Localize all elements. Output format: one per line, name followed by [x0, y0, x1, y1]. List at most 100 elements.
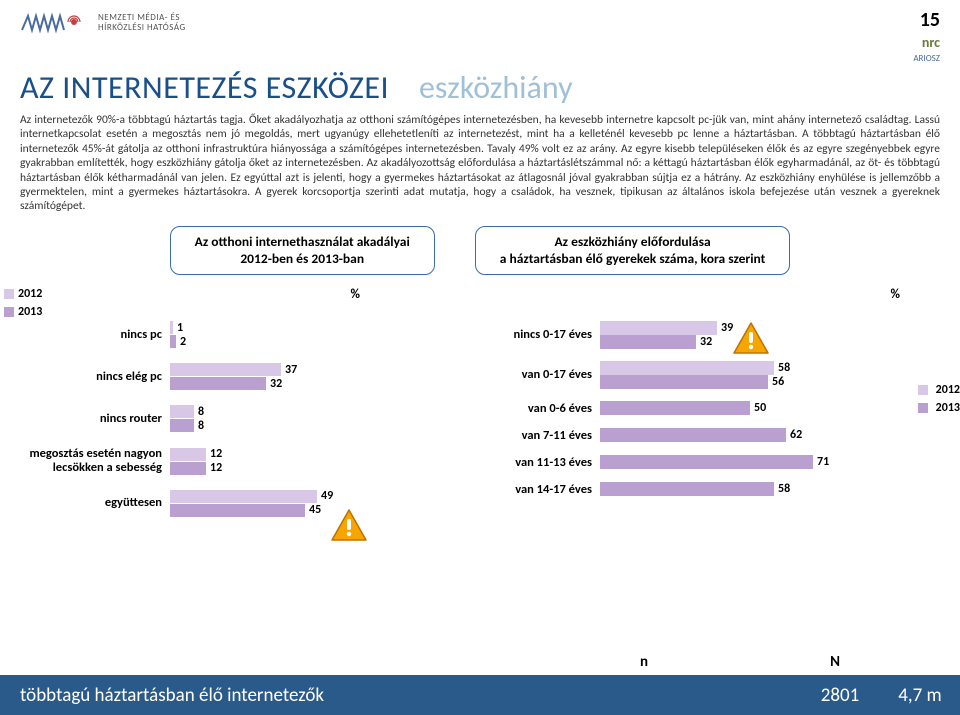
- footer-label: többtagú háztartásban élő internetezők: [20, 684, 800, 707]
- bar-2012: [170, 490, 317, 503]
- warning-icon: [330, 508, 368, 547]
- legend-2012-label: 2012: [18, 287, 42, 301]
- bar-2013: [600, 482, 774, 496]
- bar-value: 1: [177, 321, 183, 335]
- bars-right: nincs 0-17 éves3932van 0-17 éves5856van …: [500, 321, 920, 497]
- legend-2013-label: 2013: [18, 305, 42, 319]
- legend-swatch-2012-r: [918, 385, 928, 395]
- bar-label: megosztás esetén nagyon lecsökken a sebe…: [20, 447, 170, 476]
- bar-value: 12: [210, 447, 222, 461]
- bar-2013: [170, 377, 266, 390]
- bar-pair: 12: [170, 321, 186, 349]
- header: NEMZETI MÉDIA- ÉS HÍRKÖZLÉSI HATÓSÁG 15 …: [20, 8, 940, 64]
- bar-2013: [170, 419, 194, 432]
- intro-paragraph: Az internetezők 90%-a többtagú háztartás…: [20, 113, 940, 214]
- bar-row: van 14-17 éves 58: [500, 482, 920, 497]
- bar-label: van 0-6 éves: [500, 401, 600, 416]
- legend-swatch-2013-r: [918, 403, 928, 413]
- bar-value: 71: [817, 455, 829, 469]
- bar-value: 45: [309, 503, 321, 517]
- nmhh-logo-icon: [20, 8, 90, 38]
- bar-value: 12: [210, 461, 222, 475]
- bar-row: van 7-11 éves 62: [500, 428, 920, 443]
- charts-row: 2012 2013 % nincs pc12nincs elég pc3732n…: [20, 293, 940, 532]
- logo-right: nrc ARIOSZ: [913, 34, 940, 64]
- bar-value: 49: [321, 489, 333, 503]
- bar-row: nincs 0-17 éves3932: [500, 321, 920, 349]
- bars-left: nincs pc12nincs elég pc3732nincs router8…: [20, 321, 440, 518]
- bar-value: 56: [772, 375, 784, 389]
- bar-pair: 58: [600, 482, 790, 496]
- bar-label: nincs router: [20, 412, 170, 426]
- bar-2013: [170, 462, 206, 475]
- bar-row: van 0-17 éves5856: [500, 361, 920, 389]
- title-row: AZ INTERNETEZÉS ESZKÖZEI eszközhiány: [20, 68, 940, 107]
- box-left: Az otthoni internethasználat akadályai 2…: [170, 226, 435, 275]
- title-main: AZ INTERNETEZÉS ESZKÖZEI: [20, 68, 389, 107]
- legend-2012-label-r: 2012: [936, 383, 960, 397]
- footer-N-value: 4,7 m: [880, 684, 960, 707]
- nrc-logo: nrc: [922, 34, 940, 51]
- bar-row: van 0-6 éves 50: [500, 401, 920, 416]
- bar-2012: [600, 361, 774, 375]
- bar-row: nincs elég pc3732: [20, 363, 440, 391]
- box-left-line1: Az otthoni internethasználat akadályai: [195, 233, 410, 251]
- bar-2013: [600, 375, 768, 389]
- bar-pair: 88: [170, 405, 204, 433]
- bar-value: 58: [778, 482, 790, 496]
- legend-2013-label-r: 2013: [936, 401, 960, 415]
- bar-row: nincs pc12: [20, 321, 440, 349]
- bar-pair: 71: [600, 455, 829, 469]
- bar-label: nincs pc: [20, 328, 170, 342]
- bar-pair: 3732: [170, 363, 297, 391]
- bar-value: 8: [198, 405, 204, 419]
- bar-value: 62: [790, 428, 802, 442]
- footer-n-header: n N: [640, 653, 840, 671]
- bar-value: 2: [180, 335, 186, 349]
- box-right-line2: a háztartásban élő gyerekek száma, kora …: [500, 250, 766, 268]
- footer-n-value: 2801: [800, 684, 880, 707]
- legend-right: 2012 2013: [918, 383, 960, 419]
- bar-2012: [170, 321, 173, 334]
- ariosz-logo: ARIOSZ: [913, 53, 940, 64]
- box-left-line2: 2012-ben és 2013-ban: [195, 250, 410, 268]
- bar-value: 58: [778, 361, 790, 375]
- bar-label: együttesen: [20, 496, 170, 510]
- bar-pair: 50: [600, 401, 766, 415]
- n-header: n: [640, 653, 648, 671]
- chart-left: 2012 2013 % nincs pc12nincs elég pc3732n…: [20, 293, 440, 532]
- bar-2013: [600, 428, 786, 442]
- bar-value: 32: [270, 377, 282, 391]
- bar-label: van 14-17 éves: [500, 482, 600, 497]
- bar-row: van 11-13 éves 71: [500, 455, 920, 470]
- N-header: N: [830, 653, 840, 671]
- bar-label: van 7-11 éves: [500, 428, 600, 443]
- bar-2012: [170, 363, 281, 376]
- legend-swatch-2012: [4, 289, 14, 299]
- box-right-line1: Az eszközhiány előfordulása: [500, 233, 766, 251]
- logo-text: NEMZETI MÉDIA- ÉS HÍRKÖZLÉSI HATÓSÁG: [98, 13, 186, 33]
- bar-2013: [170, 504, 305, 517]
- page-number: 15: [920, 8, 940, 32]
- legend-left: 2012 2013: [4, 287, 42, 319]
- bar-pair: 4945: [170, 489, 333, 517]
- bar-label: van 11-13 éves: [500, 455, 600, 470]
- bar-pair: 5856: [600, 361, 790, 389]
- box-right: Az eszközhiány előfordulása a háztartásb…: [475, 226, 791, 275]
- legend-swatch-2013: [4, 307, 14, 317]
- bar-value: 50: [754, 401, 766, 415]
- bar-2012: [600, 321, 717, 335]
- logo-text-line2: HÍRKÖZLÉSI HATÓSÁG: [98, 23, 186, 33]
- bar-value: 32: [700, 335, 712, 349]
- bar-label: nincs 0-17 éves: [500, 327, 600, 342]
- page-root: NEMZETI MÉDIA- ÉS HÍRKÖZLÉSI HATÓSÁG 15 …: [0, 0, 960, 715]
- bar-value: 37: [285, 363, 297, 377]
- bar-2012: [170, 448, 206, 461]
- boxes-row: Az otthoni internethasználat akadályai 2…: [20, 226, 940, 275]
- bar-2013: [600, 455, 813, 469]
- bar-pair: 1212: [170, 447, 222, 475]
- bar-label: van 0-17 éves: [500, 367, 600, 382]
- bar-value: 8: [198, 419, 204, 433]
- bar-row: együttesen4945: [20, 489, 440, 517]
- pct-header-left: %: [351, 287, 360, 302]
